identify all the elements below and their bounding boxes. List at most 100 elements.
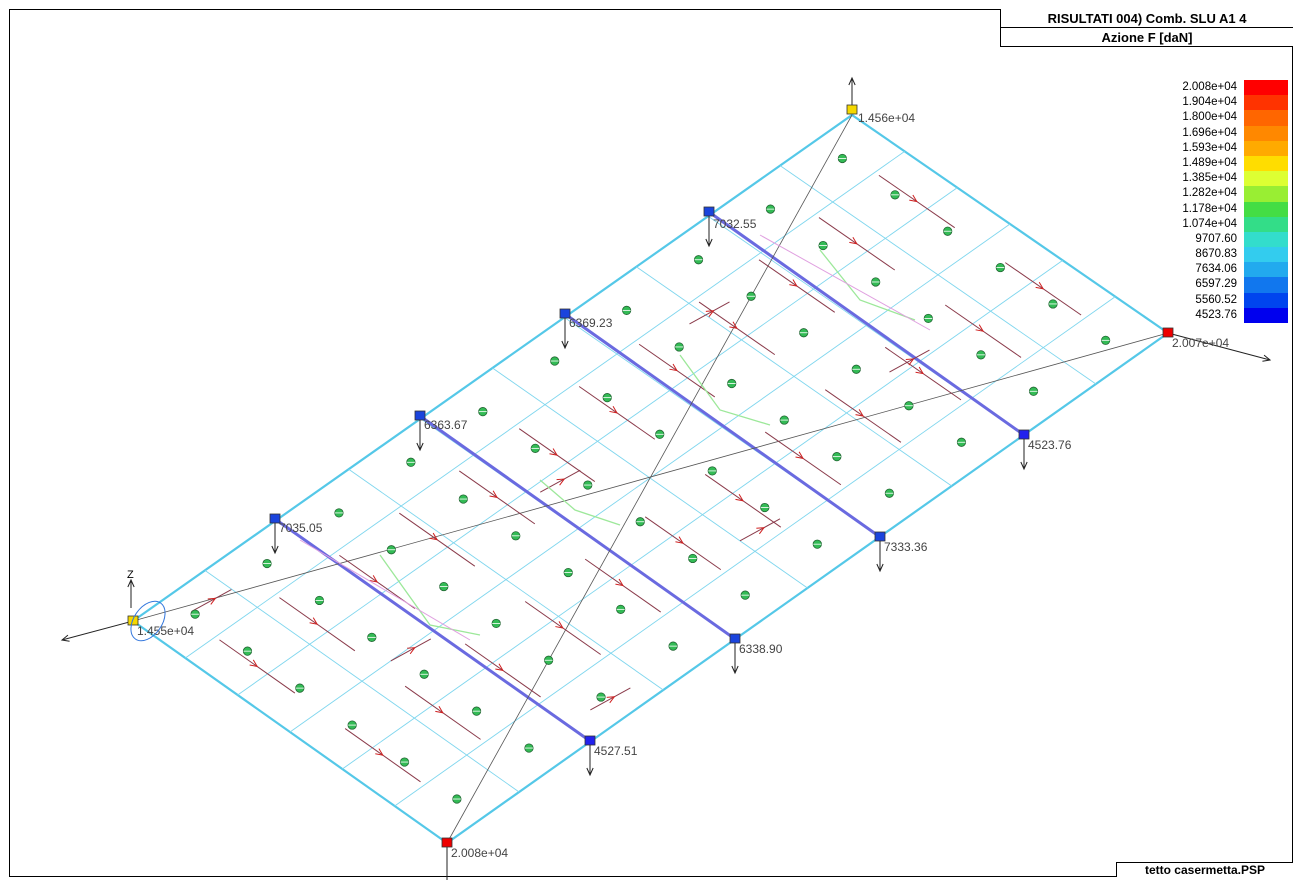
- results-title-box: RISULTATI 004) Comb. SLU A1 4 Azione F […: [1000, 9, 1293, 47]
- legend-entry: 1.904e+04: [1150, 95, 1295, 111]
- legend-value: 5560.52: [1195, 293, 1237, 306]
- force-arrow: [915, 366, 925, 375]
- legend-entry: 1.074e+04: [1150, 216, 1295, 232]
- reaction-arrowhead: [586, 767, 594, 777]
- legend-swatch: [1244, 171, 1288, 187]
- force-arrow: [905, 358, 915, 366]
- reaction-arrowhead: [60, 634, 70, 642]
- grid-line: [394, 296, 1116, 807]
- node-value-label: 7333.36: [884, 540, 928, 554]
- legend-entry: 1.800e+04: [1150, 110, 1295, 126]
- force-arrow: [489, 490, 499, 499]
- legend-entry: 6597.29: [1150, 277, 1295, 293]
- force-arrow: [669, 363, 678, 372]
- legend-entry: 1.696e+04: [1150, 125, 1295, 141]
- center-line: [446, 114, 853, 844]
- node-value-label: 7032.55: [713, 217, 757, 231]
- purlin-member: [564, 312, 881, 539]
- legend-value: 1.178e+04: [1182, 202, 1237, 215]
- bracing-member: [679, 354, 771, 426]
- legend-swatch: [1244, 80, 1288, 96]
- reaction-arrowhead: [1262, 354, 1272, 362]
- support-node: [269, 513, 281, 524]
- bracing-member: [299, 539, 471, 641]
- force-arrow: [675, 536, 684, 544]
- force-arrow: [975, 324, 985, 332]
- legend-swatch: [1244, 95, 1288, 111]
- legend-value: 1.800e+04: [1182, 111, 1237, 124]
- legend-value: 2.008e+04: [1182, 81, 1237, 93]
- reaction-arrowhead: [416, 442, 424, 452]
- force-arrow: [495, 663, 504, 672]
- drawing-frame: [9, 9, 1293, 877]
- support-node: [729, 633, 741, 644]
- grid-line: [185, 150, 905, 659]
- action-subtitle: Azione F [daN]: [1101, 30, 1193, 45]
- force-arrow: [429, 532, 439, 541]
- legend-value: 9707.60: [1195, 232, 1237, 245]
- legend-swatch: [1244, 186, 1288, 202]
- force-arrow: [756, 527, 766, 535]
- force-arrow: [549, 448, 559, 456]
- force-arrow: [375, 748, 384, 756]
- force-arrow: [606, 696, 616, 704]
- bracing-member: [759, 234, 931, 331]
- force-arrow: [855, 409, 865, 417]
- legend-swatch: [1244, 292, 1288, 308]
- reaction-arrowhead: [876, 563, 884, 573]
- node-value-label: 4527.51: [594, 744, 638, 758]
- rotation-indicator: [130, 600, 166, 642]
- support-node: [584, 735, 596, 746]
- legend-swatch: [1244, 110, 1288, 126]
- node-value-label: 4523.76: [1028, 438, 1072, 452]
- bracing-member: [819, 249, 916, 321]
- legend-value: 4523.76: [1195, 308, 1237, 321]
- force-vector: [539, 469, 581, 493]
- legend-entry: 1.282e+04: [1150, 186, 1295, 202]
- purlin-member: [419, 414, 736, 641]
- force-arrow: [909, 194, 918, 203]
- z-axis-label: Z: [127, 569, 134, 581]
- node-value-label: 2.008e+04: [451, 846, 508, 860]
- force-arrow: [795, 451, 805, 460]
- color-scale-legend: 2.008e+04 1.904e+04 1.800e+04 1.696e+04 1.59…: [1150, 80, 1295, 323]
- support-node: [414, 410, 426, 421]
- bracing-member: [539, 479, 621, 526]
- force-vector: [889, 349, 930, 373]
- force-arrow: [1035, 281, 1045, 290]
- legend-entry: 1.178e+04: [1150, 201, 1295, 217]
- file-name-label: tetto casermetta.PSP: [1116, 862, 1293, 877]
- reaction-arrow: [61, 620, 134, 641]
- legend-swatch: [1244, 125, 1288, 141]
- force-vector: [590, 687, 631, 711]
- reaction-arrowhead: [848, 76, 856, 86]
- grid-line: [342, 259, 1063, 770]
- legend-entry: 1.489e+04: [1150, 155, 1295, 172]
- force-arrow: [789, 279, 798, 287]
- force-vector: [191, 589, 232, 612]
- force-vector: [390, 638, 432, 662]
- legend-value: 1.489e+04: [1182, 156, 1237, 169]
- force-arrow: [207, 597, 217, 605]
- legend-entry: 2.008e+04: [1150, 80, 1295, 96]
- results-title: RISULTATI 004) Comb. SLU A1 4: [1001, 9, 1293, 28]
- z-axis-arrowhead: [127, 578, 135, 588]
- reaction-arrowhead: [1020, 461, 1028, 471]
- force-arrow: [309, 617, 319, 625]
- force-arrow: [435, 705, 444, 714]
- support-node: [1162, 327, 1174, 338]
- legend-value: 1.074e+04: [1182, 217, 1237, 230]
- legend-entry: 1.385e+04: [1150, 171, 1295, 187]
- purlin-member: [274, 517, 591, 743]
- legend-swatch: [1244, 262, 1288, 278]
- force-arrow: [849, 236, 858, 245]
- node-value-label: 1.455e+04: [137, 624, 194, 638]
- legend-swatch: [1244, 231, 1288, 248]
- legend-value: 1.385e+04: [1182, 172, 1237, 185]
- node-value-label: 6369.23: [569, 316, 613, 330]
- node-value-label: 6338.90: [739, 642, 783, 656]
- force-arrow: [555, 621, 564, 629]
- node-value-label: 6363.67: [424, 418, 468, 432]
- force-arrow: [615, 578, 624, 587]
